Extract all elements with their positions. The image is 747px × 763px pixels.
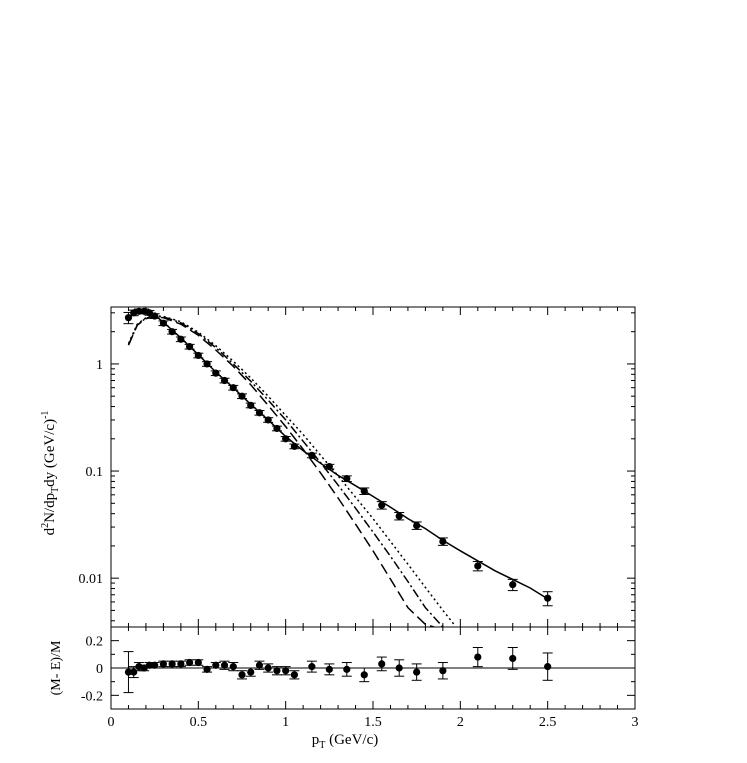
ratio-point xyxy=(151,661,159,669)
x-tick-label: 1 xyxy=(282,715,289,730)
ratio-point xyxy=(378,660,386,668)
data-point xyxy=(255,409,264,417)
ratio-point xyxy=(474,653,482,661)
ratio-point xyxy=(509,654,517,663)
ratio-y-axis-label: (M- E)/M xyxy=(49,640,64,695)
y-label-sub-t: T xyxy=(50,487,61,493)
data-point xyxy=(238,392,246,400)
ratio-point xyxy=(325,665,333,673)
data-point xyxy=(413,521,421,530)
ratio-y-tick-label: 0.2 xyxy=(86,635,104,650)
data-point xyxy=(325,463,333,471)
ratio-point xyxy=(544,663,552,671)
data-point xyxy=(290,442,298,450)
ratio-plot-frame xyxy=(110,626,636,710)
ratio-point xyxy=(290,671,298,679)
x-tick-label: 2.5 xyxy=(539,715,557,730)
ratio-point xyxy=(308,663,316,671)
data-point xyxy=(308,451,316,459)
data-point xyxy=(439,537,447,546)
x-axis-label: pT (GeV/c) xyxy=(312,732,379,751)
x-label-unit: (GeV/c) xyxy=(325,732,378,748)
y-tick-label: 1 xyxy=(96,358,103,373)
data-point xyxy=(220,376,229,385)
ratio-point xyxy=(395,664,403,672)
ratio-point xyxy=(203,665,211,673)
y-label-sup-minus1: -1 xyxy=(40,411,51,419)
ratio-y-tick-label: 0 xyxy=(96,662,103,677)
data-point xyxy=(194,351,202,360)
x-label-sub-t: T xyxy=(319,740,325,751)
y-label-sup-2: 2 xyxy=(40,523,51,528)
data-point xyxy=(229,384,237,392)
ratio-y-tick-label: -0.2 xyxy=(81,689,103,704)
ratio-panel: -0.2 0 0.2 0 0.5 1 1.5 2 2.5 3 xyxy=(81,626,639,730)
data-points xyxy=(123,307,553,607)
ratio-point xyxy=(145,661,154,669)
ratio-point xyxy=(168,660,176,668)
model-curves xyxy=(127,310,549,627)
x-tick-label: 2 xyxy=(457,715,464,730)
ratio-point xyxy=(194,658,202,667)
data-point xyxy=(474,562,482,570)
data-point xyxy=(212,369,220,377)
ratio-point xyxy=(439,667,447,675)
ratio-points xyxy=(123,647,553,694)
ratio-point xyxy=(229,663,237,671)
data-point xyxy=(145,309,154,317)
main-plot-frame xyxy=(110,306,636,628)
data-point xyxy=(177,335,185,343)
ratio-point xyxy=(282,667,290,675)
model-curve-solid xyxy=(128,310,549,600)
ratio-point xyxy=(273,667,281,675)
ratio-point xyxy=(247,668,255,676)
ratio-point xyxy=(159,660,167,668)
data-point xyxy=(378,501,386,509)
model-curve-dash-dot xyxy=(127,315,444,627)
x-tick-label: 0.5 xyxy=(190,715,208,730)
main-axis-ticks: 0.01 0.1 1 xyxy=(79,307,636,627)
ratio-point xyxy=(177,660,185,668)
y-axis-label: d2N/dpTdy (GeV/c)-1 xyxy=(40,411,61,536)
ratio-point xyxy=(130,668,138,676)
data-point xyxy=(360,487,368,495)
data-point xyxy=(168,328,176,336)
data-point xyxy=(247,401,255,410)
ratio-point xyxy=(264,664,272,672)
x-tick-label: 1.5 xyxy=(364,715,382,730)
data-point xyxy=(343,475,351,483)
ratio-axis-ticks: -0.2 0 0.2 0 0.5 1 1.5 2 2.5 3 xyxy=(81,626,639,730)
ratio-point xyxy=(124,668,133,676)
y-tick-label: 0.1 xyxy=(86,465,104,480)
ratio-point xyxy=(360,671,368,679)
data-point xyxy=(186,343,194,351)
ratio-point xyxy=(343,665,351,673)
ratio-point xyxy=(220,661,229,669)
ratio-point xyxy=(186,658,194,667)
ratio-point xyxy=(238,671,246,679)
ratio-point xyxy=(212,661,220,669)
main-panel: 0.01 0.1 1 xyxy=(79,306,636,628)
x-tick-label: 3 xyxy=(632,715,639,730)
data-point xyxy=(264,416,272,424)
data-point xyxy=(282,435,290,443)
data-point xyxy=(509,581,517,589)
x-label-p: p xyxy=(312,732,320,748)
x-tick-label: 0 xyxy=(108,715,115,730)
y-label-d: d xyxy=(42,527,58,535)
y-label-n: N/dp xyxy=(42,493,58,523)
ratio-point xyxy=(255,661,264,669)
data-point xyxy=(159,319,167,327)
data-point xyxy=(544,594,552,602)
ratio-point xyxy=(413,668,421,676)
data-point xyxy=(203,360,211,368)
model-curve-dashed xyxy=(127,316,435,627)
y-tick-label: 0.01 xyxy=(79,572,104,587)
data-point xyxy=(273,424,281,433)
data-point xyxy=(395,512,403,520)
data-point xyxy=(151,312,159,320)
y-label-unit: dy (GeV/c) xyxy=(42,419,58,487)
model-curve-dotted xyxy=(127,315,456,627)
